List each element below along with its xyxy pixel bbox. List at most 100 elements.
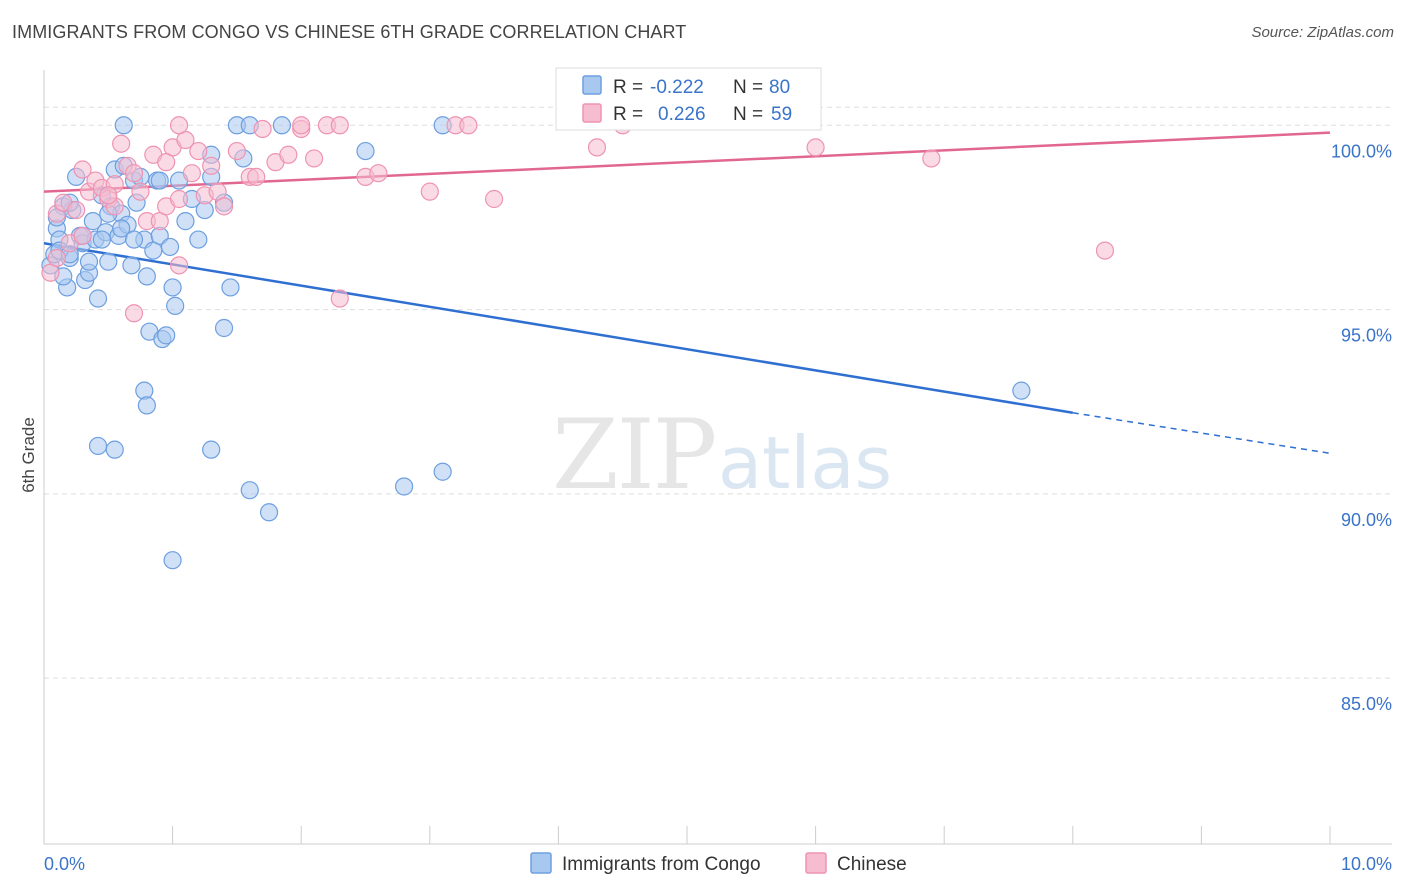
chinese-point-51: [73, 226, 92, 245]
congo-point-66: [92, 230, 111, 249]
chart-title: IMMIGRANTS FROM CONGO VS CHINESE 6TH GRA…: [12, 22, 687, 42]
congo-r-value: -0.222: [650, 77, 704, 98]
congo-point-25: [122, 256, 141, 275]
congo-point-18: [99, 252, 118, 271]
congo-point-59: [202, 440, 221, 459]
chinese-swatch: [582, 103, 602, 123]
y-tick-label-95: 95.0%: [1341, 326, 1392, 346]
chinese-point-42: [124, 304, 144, 323]
legend-congo-swatch[interactable]: [530, 852, 552, 874]
congo-point-53: [240, 481, 259, 500]
congo-point-67: [112, 219, 131, 238]
chinese-point-45: [587, 138, 607, 157]
congo-point-72: [124, 230, 144, 249]
series-legend: Immigrants from Congo Chinese: [530, 852, 907, 875]
watermark: ZIP atlas: [552, 399, 892, 511]
chinese-point-41: [485, 189, 504, 209]
chinese-point-39: [420, 182, 439, 201]
chinese-point-32: [279, 145, 298, 164]
congo-r-label: R =: [613, 77, 643, 98]
chinese-point-57: [169, 116, 189, 135]
chinese-point-58: [99, 186, 118, 205]
chinese-point-47: [806, 138, 825, 157]
congo-trend-line: [43, 241, 1074, 415]
congo-point-41: [176, 212, 195, 231]
chinese-point-30: [253, 119, 272, 139]
congo-trend-extension: [1072, 412, 1331, 455]
chinese-r-label: R =: [613, 104, 643, 125]
congo-point-73: [150, 171, 169, 190]
y-tick-label-85: 85.0%: [1341, 694, 1392, 714]
chinese-point-27: [214, 197, 234, 216]
chinese-point-13: [124, 164, 144, 183]
watermark-atlas: atlas: [718, 421, 892, 505]
congo-n-label: N =: [733, 77, 763, 98]
legend-chinese-label[interactable]: Chinese: [837, 854, 907, 875]
chinese-point-53: [157, 153, 176, 172]
congo-point-37: [160, 237, 180, 257]
x-tick-label-min: 0.0%: [44, 854, 85, 874]
congo-point-52: [163, 551, 182, 570]
congo-point-55: [394, 477, 414, 496]
congo-point-39: [166, 296, 185, 315]
congo-point-62: [356, 141, 375, 161]
chinese-n-value: 59: [771, 104, 792, 125]
congo-point-36: [157, 326, 176, 345]
watermark-zip: ZIP: [552, 399, 715, 511]
chinese-point-56: [459, 116, 478, 135]
chinese-point-22: [182, 164, 201, 183]
congo-point-30: [137, 267, 156, 286]
chinese-point-48: [922, 149, 941, 168]
chinese-point-55: [292, 116, 311, 135]
congo-point-57: [88, 436, 108, 456]
congo-point-54: [259, 503, 279, 522]
data-points: [41, 116, 1115, 570]
chinese-point-14: [131, 182, 150, 201]
y-tick-label-100: 100.0%: [1331, 141, 1392, 161]
chinese-point-23: [189, 141, 208, 161]
congo-point-47: [221, 278, 240, 297]
stats-legend-box: R = -0.222 N = 80 R = 0.226 N = 59: [555, 67, 822, 131]
congo-n-value: 80: [769, 77, 790, 98]
legend-congo-label[interactable]: Immigrants from Congo: [562, 854, 761, 875]
chinese-point-50: [47, 248, 66, 268]
axes: [43, 70, 1392, 845]
congo-point-50: [114, 116, 133, 135]
chinese-point-43: [169, 256, 189, 275]
congo-point-70: [79, 252, 99, 271]
congo-point-58: [105, 440, 124, 459]
congo-swatch: [582, 75, 602, 95]
legend-chinese-swatch[interactable]: [805, 852, 827, 874]
chinese-point-20: [169, 189, 189, 209]
congo-point-79: [1012, 381, 1031, 400]
y-tick-labels: 85.0% 90.0% 95.0% 100.0%: [1331, 141, 1392, 714]
source-credit: Source: ZipAtlas.com: [1251, 24, 1394, 41]
chinese-point-4: [67, 200, 86, 220]
y-tick-label-90: 90.0%: [1341, 510, 1392, 530]
congo-point-56: [433, 462, 452, 481]
chinese-point-5: [73, 160, 92, 179]
chinese-point-34: [304, 149, 324, 168]
chinese-r-value: 0.226: [658, 104, 706, 125]
congo-point-13: [83, 212, 102, 231]
chinese-point-25: [202, 156, 221, 175]
chinese-n-label: N =: [733, 104, 763, 125]
chinese-point-54: [247, 167, 266, 186]
chinese-point-28: [227, 141, 246, 161]
x-tick-label-max: 10.0%: [1341, 854, 1392, 874]
grid-lines: [44, 106, 1392, 679]
congo-point-38: [163, 278, 182, 297]
chinese-point-11: [112, 134, 131, 153]
congo-point-60: [135, 381, 154, 400]
chinese-point-38: [369, 164, 388, 183]
congo-point-43: [189, 230, 208, 249]
y-axis-title: 6th Grade: [19, 417, 38, 493]
congo-point-46: [214, 318, 234, 338]
congo-point-15: [88, 289, 108, 308]
chinese-point-36: [330, 116, 349, 135]
congo-point-51: [272, 116, 292, 135]
congo-point-61: [137, 396, 156, 415]
chinese-point-49: [1095, 241, 1115, 260]
chinese-point-44: [330, 289, 349, 308]
